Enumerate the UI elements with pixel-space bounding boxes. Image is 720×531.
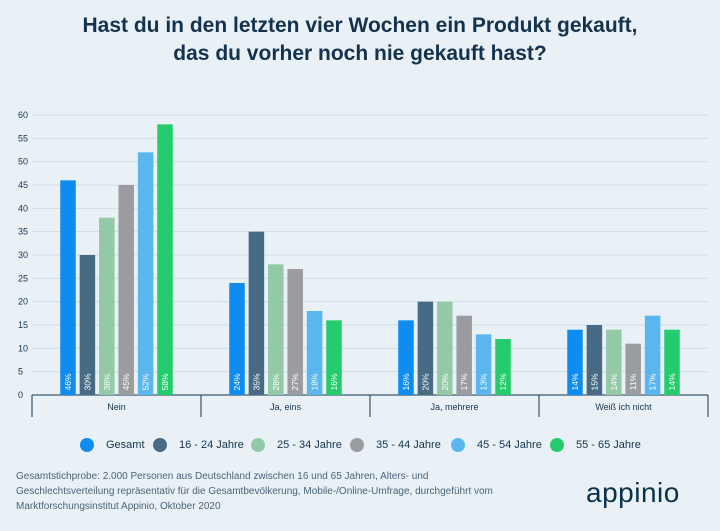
bar-value-label: 17% bbox=[459, 373, 469, 390]
bar-value-label: 45% bbox=[121, 373, 131, 390]
legend-swatch-55-65 bbox=[550, 438, 564, 452]
bar-value-label: 58% bbox=[160, 373, 170, 390]
legend-item-35-44: 35 - 44 Jahre bbox=[350, 438, 441, 452]
bar bbox=[398, 320, 414, 395]
bar bbox=[287, 269, 303, 395]
footnote-line-1: Gesamtstichprobe: 2.000 Personen aus Deu… bbox=[16, 471, 429, 482]
legend-item-16-24: 16 - 24 Jahre bbox=[153, 438, 244, 452]
bar bbox=[456, 315, 472, 395]
bar bbox=[118, 185, 134, 395]
legend-swatch-35-44 bbox=[350, 438, 364, 452]
bar bbox=[306, 311, 323, 395]
bar-value-label: 38% bbox=[102, 373, 112, 390]
legend-item-45-54: 45 - 54 Jahre bbox=[451, 438, 542, 452]
bar bbox=[567, 329, 583, 395]
brand-logo: appinio bbox=[586, 477, 680, 508]
bar-chart: 0 5 10 15 20 25 30 35 40 45 50 55 60 46% 30% 38% 45% 52% 5… bbox=[18, 110, 709, 417]
bar bbox=[326, 320, 342, 395]
x-category-label: Ja, eins bbox=[270, 402, 302, 412]
bar-value-label: 17% bbox=[648, 373, 658, 390]
y-tick-label: 35 bbox=[18, 227, 28, 237]
bar-value-label: 24% bbox=[232, 373, 242, 390]
bar-value-label: 20% bbox=[420, 373, 430, 390]
legend-item-25-34: 25 - 34 Jahre bbox=[251, 438, 342, 452]
bar bbox=[248, 231, 265, 395]
y-tick-label: 20 bbox=[18, 297, 28, 307]
bar-value-label: 52% bbox=[141, 373, 151, 390]
legend-swatch-16-24 bbox=[153, 438, 167, 452]
bar bbox=[417, 301, 434, 395]
legend-item-gesamt: Gesamt bbox=[80, 438, 145, 452]
legend-label-55-65: 55 - 65 Jahre bbox=[576, 439, 641, 451]
bar bbox=[268, 264, 284, 395]
bar-value-label: 14% bbox=[570, 373, 580, 390]
bar bbox=[79, 255, 96, 395]
bar-value-label: 16% bbox=[401, 373, 411, 390]
y-tick-label: 10 bbox=[18, 343, 28, 353]
bar bbox=[644, 315, 661, 395]
y-tick-label: 45 bbox=[18, 180, 28, 190]
y-tick-label: 15 bbox=[18, 320, 28, 330]
footnote-line-2: Geschlechtsverteilung repräsentativ für … bbox=[16, 486, 493, 497]
bar bbox=[625, 343, 641, 395]
bar-value-label: 35% bbox=[251, 373, 261, 390]
bar bbox=[437, 301, 453, 395]
legend-swatch-45-54 bbox=[451, 438, 465, 452]
legend-label-gesamt: Gesamt bbox=[106, 439, 145, 451]
y-tick-label: 50 bbox=[18, 157, 28, 167]
bar-value-label: 11% bbox=[628, 373, 638, 390]
x-category-label: Ja, mehrere bbox=[430, 402, 478, 412]
legend-label-45-54: 45 - 54 Jahre bbox=[477, 439, 542, 451]
bar bbox=[664, 329, 680, 395]
legend-label-25-34: 25 - 34 Jahre bbox=[277, 439, 342, 451]
bar-value-label: 20% bbox=[440, 373, 450, 390]
bar-value-label: 14% bbox=[667, 373, 677, 390]
bar-value-label: 15% bbox=[589, 373, 599, 390]
bar-value-label: 14% bbox=[609, 373, 619, 390]
footnote: Gesamtstichprobe: 2.000 Personen aus Deu… bbox=[16, 469, 576, 514]
bar bbox=[475, 334, 492, 395]
footnote-line-3: Marktforschungsinstitut Appinio, Oktober… bbox=[16, 501, 221, 512]
x-category-label: Nein bbox=[107, 402, 126, 412]
legend-swatch-25-34 bbox=[251, 438, 265, 452]
y-tick-label: 60 bbox=[18, 110, 28, 120]
chart-legend: Gesamt 16 - 24 Jahre 25 - 34 Jahre 35 - … bbox=[0, 438, 720, 458]
bar-value-label: 28% bbox=[271, 373, 281, 390]
y-tick-label: 40 bbox=[18, 203, 28, 213]
legend-label-35-44: 35 - 44 Jahre bbox=[376, 439, 441, 451]
bar bbox=[606, 329, 622, 395]
legend-label-16-24: 16 - 24 Jahre bbox=[179, 439, 244, 451]
bar bbox=[137, 152, 154, 395]
y-tick-label: 25 bbox=[18, 273, 28, 283]
bar-value-label: 12% bbox=[498, 373, 508, 390]
chart-title-line-1: Hast du in den letzten vier Wochen ein P… bbox=[82, 14, 638, 37]
bar-value-label: 30% bbox=[82, 373, 92, 390]
bar-value-label: 13% bbox=[479, 373, 489, 390]
bar bbox=[229, 283, 245, 395]
y-tick-label: 5 bbox=[18, 367, 23, 377]
x-category-label: Weiß ich nicht bbox=[595, 402, 652, 412]
y-tick-label: 55 bbox=[18, 133, 28, 143]
bar bbox=[99, 217, 115, 395]
chart-title: Hast du in den letzten vier Wochen ein P… bbox=[0, 12, 720, 68]
bar-value-label: 16% bbox=[329, 373, 339, 390]
bar bbox=[586, 325, 603, 395]
y-tick-label: 30 bbox=[18, 250, 28, 260]
bar bbox=[495, 339, 511, 395]
bar-value-label: 18% bbox=[310, 373, 320, 390]
y-tick-label: 0 bbox=[18, 390, 23, 400]
legend-swatch-gesamt bbox=[80, 438, 94, 452]
chart-title-line-2: das du vorher noch nie gekauft hast? bbox=[173, 42, 547, 65]
bar-value-label: 27% bbox=[290, 373, 300, 390]
bar bbox=[60, 180, 76, 395]
legend-item-55-65: 55 - 65 Jahre bbox=[550, 438, 641, 452]
bar-value-label: 46% bbox=[63, 373, 73, 390]
bar bbox=[157, 124, 173, 395]
